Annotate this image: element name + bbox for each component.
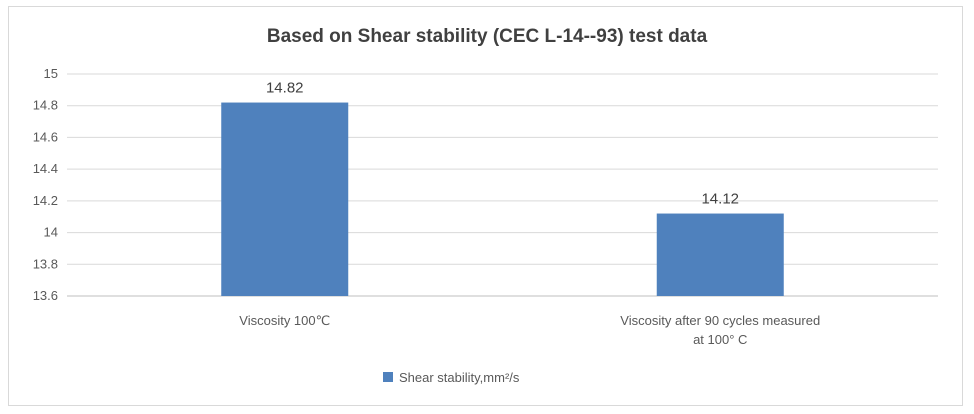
x-category-label: Viscosity 100℃: [239, 313, 330, 328]
y-tick-label: 14.6: [33, 129, 58, 144]
bars: [221, 102, 784, 297]
gridlines: [67, 73, 938, 297]
legend-swatch: [383, 372, 393, 382]
legend-label: Shear stability,mm²/s: [399, 370, 520, 385]
y-tick-label: 15: [44, 66, 58, 81]
y-axis-ticks: 13.6 13.8 14 14.2 14.4 14.6 14.8 15: [33, 66, 58, 303]
y-tick-label: 13.6: [33, 288, 58, 303]
y-tick-label: 14: [44, 225, 58, 240]
data-labels: 14.82 14.12: [266, 80, 739, 208]
legend: Shear stability,mm²/s: [383, 370, 520, 385]
chart-frame: [8, 6, 963, 406]
x-category-label: Viscosity after 90 cycles measured: [620, 313, 820, 328]
x-category-label: at 100° C: [693, 332, 747, 347]
bar: [221, 102, 349, 297]
data-label: 14.12: [701, 191, 739, 208]
y-tick-label: 13.8: [33, 256, 58, 271]
data-label: 14.82: [266, 80, 304, 97]
y-tick-label: 14.4: [33, 161, 58, 176]
y-tick-label: 14.8: [33, 98, 58, 113]
y-tick-label: 14.2: [33, 193, 58, 208]
chart-title: Based on Shear stability (CEC L-14--93) …: [267, 26, 708, 47]
x-axis-categories: Viscosity 100℃ Viscosity after 90 cycles …: [239, 313, 820, 347]
bar: [656, 213, 784, 296]
